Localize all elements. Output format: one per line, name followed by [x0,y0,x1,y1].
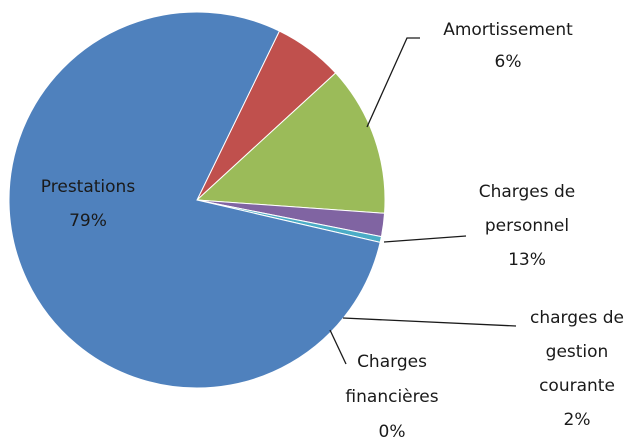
pie-slices [8,11,386,389]
label-financieres-percent: 0% [379,422,406,437]
label-personnel-name-line1: Charges de [479,182,576,202]
pie-slice-charges-de-personnel [195,72,386,214]
label-gestion-name-line2: gestion [546,342,609,362]
leader-line-gestion-courante [342,317,517,327]
label-amortissement-name: Amortissement [443,20,573,40]
pie-slice-prestations [8,11,381,389]
label-prestations-percent: 79% [69,211,107,231]
label-gestion-name-line1: charges de [530,308,624,328]
label-gestion-name-line3: courante [539,376,615,396]
leader-line-charges-financieres [329,329,347,365]
label-personnel-percent: 13% [508,250,546,270]
label-prestations-name: Prestations [41,177,136,197]
label-financieres-name-line1: Charges [357,352,427,372]
leader-line-charges-de-personnel [383,235,467,243]
label-financieres-name-line2: financières [345,387,438,407]
label-gestion-percent: 2% [564,410,591,430]
leader-line-amortissement [366,37,420,128]
label-personnel-name-line2: personnel [485,216,569,236]
label-amortissement-percent: 6% [495,52,522,72]
